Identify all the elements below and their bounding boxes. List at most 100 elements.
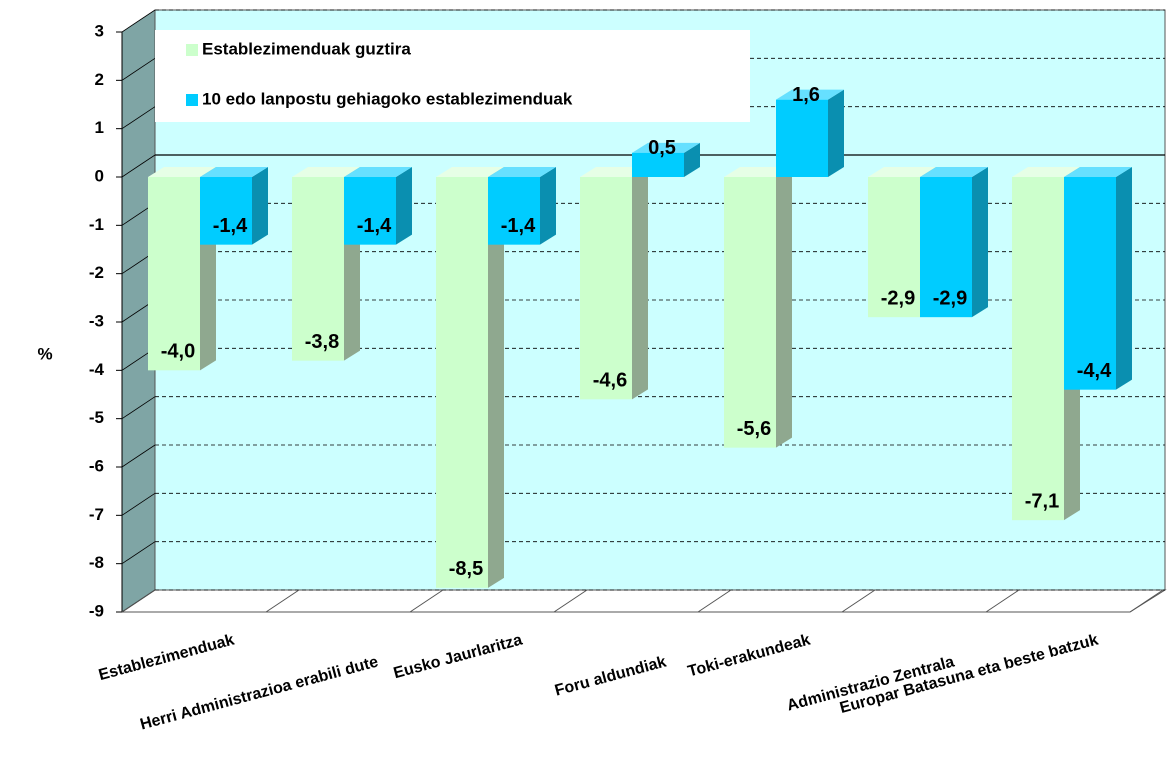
- floor-line: [841, 589, 876, 613]
- bar-front: [200, 177, 252, 245]
- floor-line: [409, 589, 444, 613]
- bar-top: [344, 167, 412, 177]
- bar-top: [868, 167, 936, 177]
- grid-line: [121, 444, 156, 468]
- bar-side: [252, 167, 268, 245]
- grid-line: [121, 154, 156, 178]
- bar-top: [148, 167, 216, 177]
- x-tick-label: Toki-erakundeak: [686, 631, 812, 680]
- bar: [920, 167, 988, 318]
- data-label: -1,4: [213, 215, 248, 237]
- bar-top: [776, 89, 844, 100]
- bar: [776, 89, 844, 177]
- y-tick-label: -3: [89, 311, 104, 330]
- x-tick-label: Eusko Jaurlaritza: [392, 631, 524, 682]
- floor-line: [553, 589, 588, 613]
- y-tick-label: 2: [95, 70, 104, 89]
- bar-top: [1012, 167, 1080, 177]
- grid-line: [121, 541, 156, 564]
- bar: [1064, 167, 1132, 390]
- floor: [120, 589, 1167, 613]
- bar: [436, 167, 504, 588]
- bar-side: [776, 167, 792, 448]
- legend-label: 10 edo lanpostu gehiagoko establezimendu…: [202, 89, 573, 108]
- y-tick-label: -9: [89, 601, 104, 620]
- bar-side: [396, 167, 412, 245]
- bar-side: [540, 167, 556, 245]
- bar-top: [488, 167, 556, 177]
- data-label: -2,9: [933, 287, 967, 309]
- bar-front: [436, 177, 488, 588]
- bar-front: [292, 177, 344, 361]
- grid-line: [121, 106, 156, 129]
- y-tick-label: -6: [89, 456, 104, 475]
- legend-swatch: [186, 44, 198, 56]
- bar-top: [292, 167, 360, 177]
- data-label: -1,4: [501, 215, 536, 237]
- bar-front: [1064, 177, 1116, 390]
- y-tick-label: -2: [89, 263, 104, 282]
- floor-line: [985, 589, 1020, 613]
- bar-side: [684, 142, 700, 177]
- x-tick-label: Herri Administrazioa erabili dute: [138, 653, 380, 733]
- bar-side: [828, 89, 844, 177]
- legend-label: Establezimenduak guztira: [202, 39, 411, 58]
- bar-front: [920, 177, 972, 318]
- data-label: 0,5: [648, 137, 676, 159]
- data-label: -4,6: [593, 370, 627, 392]
- floor-line: [265, 589, 300, 613]
- legend-swatch: [186, 94, 198, 106]
- bar-top: [436, 167, 504, 177]
- floor-line: [1129, 589, 1164, 613]
- grid-line: [121, 493, 156, 516]
- data-label: -3,8: [305, 331, 339, 353]
- grid-line: [121, 9, 156, 33]
- bar-front: [1012, 177, 1064, 521]
- grid-line: [121, 58, 156, 81]
- bar: [200, 167, 268, 245]
- bar-front: [580, 177, 632, 400]
- bar-front: [724, 177, 776, 448]
- bar-top: [200, 167, 268, 177]
- bar-front: [776, 99, 828, 177]
- grid-line: [121, 396, 156, 419]
- bar-top: [632, 142, 700, 153]
- y-tick-label: -4: [89, 360, 105, 379]
- y-tick-label: 3: [95, 21, 104, 40]
- bar: [344, 167, 412, 245]
- bar-front: [344, 177, 396, 245]
- bar: [724, 167, 792, 448]
- y-tick-label: 0: [95, 166, 104, 185]
- bar: [488, 167, 556, 245]
- bar-top: [1064, 167, 1132, 177]
- data-label: -7,1: [1025, 490, 1059, 512]
- bar-side: [632, 167, 648, 400]
- bar-front: [632, 152, 684, 177]
- bar-side: [1116, 167, 1132, 390]
- data-label: 1,6: [792, 84, 820, 106]
- legend: [155, 30, 750, 122]
- bar-side: [488, 167, 504, 588]
- x-tick-label: Foru aldundiak: [553, 653, 668, 699]
- bar-top: [580, 167, 648, 177]
- data-label: -1,4: [357, 215, 392, 237]
- y-tick-label: 1: [95, 118, 104, 137]
- bar: [580, 167, 648, 400]
- bar-top: [724, 167, 792, 177]
- bar-side: [972, 167, 988, 318]
- data-label: -4,4: [1077, 360, 1112, 382]
- floor-line: [121, 589, 156, 613]
- y-tick-label: -7: [89, 505, 104, 524]
- data-label: -8,5: [449, 558, 483, 580]
- floor-line: [697, 589, 732, 613]
- bar-top: [920, 167, 988, 177]
- y-tick-label: -1: [89, 215, 104, 234]
- data-label: -5,6: [737, 418, 771, 440]
- y-axis-label: %: [37, 344, 52, 363]
- bar-front: [488, 177, 540, 245]
- bar-front: [148, 177, 200, 371]
- bar: [632, 142, 700, 177]
- data-label: -4,0: [161, 341, 195, 363]
- data-label: -2,9: [881, 287, 915, 309]
